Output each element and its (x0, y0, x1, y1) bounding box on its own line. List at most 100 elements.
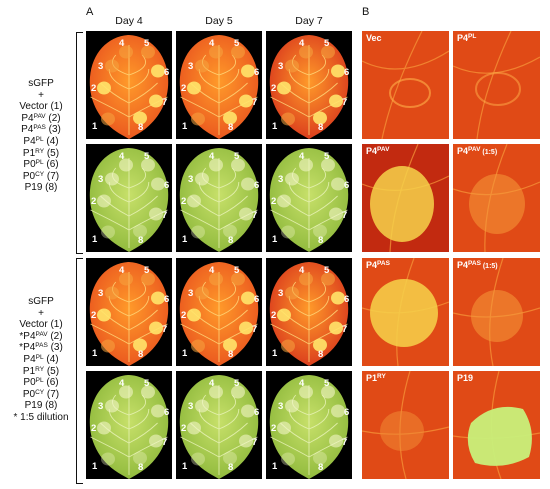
legend-bottom-text: P4 (23, 353, 36, 365)
closeup-label-suffix: (1:5) (480, 263, 498, 270)
legend-top-line: sGFP (4, 78, 78, 90)
legend-top-line: P1RY (5) (4, 148, 78, 160)
spot-number: 3 (278, 401, 283, 412)
infiltration-spot (101, 225, 115, 239)
closeup-photo: P1RY (362, 371, 449, 479)
legend-top-superscript: PAS (33, 124, 46, 132)
spot-number: 2 (181, 310, 186, 321)
closeup-photo: P19 (453, 371, 540, 479)
infiltration-spot (97, 421, 111, 435)
closeup-label: P1RY (366, 373, 386, 383)
legend-bottom-text: * 1:5 dilution (13, 411, 69, 423)
spot-number: 3 (188, 401, 193, 412)
infiltration-spot (331, 404, 345, 418)
legend-bottom-superscript: PL (35, 353, 44, 361)
tissue-veins (362, 31, 449, 139)
spot-number: 4 (209, 38, 215, 49)
spot-number: 8 (228, 122, 233, 133)
infiltration-spot (241, 291, 255, 305)
spot-number: 8 (228, 349, 233, 360)
legend-top-suffix: (3) (45, 124, 61, 136)
spot-number: 1 (182, 234, 188, 245)
spot-number: 4 (209, 151, 215, 162)
spot-number: 2 (91, 423, 96, 434)
infiltration-spot (151, 177, 165, 191)
spot-number: 3 (188, 61, 193, 72)
spot-number: 5 (234, 378, 240, 389)
spot-number: 7 (252, 210, 257, 221)
spot-number: 6 (164, 407, 169, 418)
infiltration-spot (105, 399, 119, 413)
infiltration-spot (285, 59, 299, 73)
closeup-label-text: P4 (366, 146, 378, 156)
closeup-label: Vec (366, 33, 382, 43)
fluorescent-patch (370, 279, 438, 347)
infiltration-spot (281, 452, 295, 466)
closeup-label-superscript: PAS (468, 260, 481, 267)
legend-bottom-text: *P4 (19, 342, 36, 354)
infiltration-spot (239, 207, 253, 221)
fluorescent-patch (471, 290, 523, 342)
infiltration-spot (187, 194, 201, 208)
legend-top: sGFP + Vector (1) P4PAV (2) P4PAS (3) P4PL (4… (4, 78, 78, 194)
legend-top-text: Vector (1) (19, 101, 63, 113)
spot-number: 7 (252, 97, 257, 108)
spot-number: 5 (234, 151, 240, 162)
spot-number: 6 (164, 294, 169, 305)
closeup-label-text: Vec (366, 33, 382, 43)
infiltration-spot (231, 158, 245, 172)
infiltration-spot (313, 224, 327, 238)
infiltration-spot (149, 207, 163, 221)
spot-number: 6 (344, 67, 349, 78)
closeup-label-text: P4 (457, 33, 469, 43)
infiltration-spot (277, 194, 291, 208)
spot-number: 1 (272, 348, 278, 359)
spot-number: 4 (299, 38, 305, 49)
legend-top-superscript: PL (35, 135, 44, 143)
infiltration-spot (97, 308, 111, 322)
infiltration-spot (239, 321, 253, 335)
legend-bottom-superscript: PAS (35, 342, 48, 350)
legend-top-text: P4 (23, 135, 36, 147)
spot-number: 7 (252, 324, 257, 335)
infiltration-spot (299, 158, 313, 172)
infiltration-spot (241, 177, 255, 191)
closeup-label-text: P4 (366, 260, 378, 270)
infiltration-spot (239, 94, 253, 108)
legend-bottom-superscript: RY (35, 365, 45, 373)
spot-number: 8 (318, 462, 323, 473)
spot-number: 4 (119, 151, 125, 162)
day-7-header: Day 7 (295, 15, 323, 27)
spot-number: 4 (299, 378, 305, 389)
closeup-label: P4PAV (366, 146, 389, 156)
spot-number: 4 (299, 265, 305, 276)
infiltration-spot (285, 172, 299, 186)
infiltration-spot (285, 286, 299, 300)
spot-number: 4 (209, 265, 215, 276)
infiltration-spot (331, 64, 345, 78)
legend-top-suffix: (6) (43, 159, 59, 171)
spot-number: 2 (181, 196, 186, 207)
legend-top-line: P4PAS (3) (4, 124, 78, 136)
spot-number: 7 (342, 437, 347, 448)
infiltration-spot (187, 308, 201, 322)
legend-top-superscript: PL (35, 159, 44, 167)
infiltration-spot (223, 338, 237, 352)
spot-number: 8 (318, 122, 323, 133)
infiltration-spot (329, 94, 343, 108)
infiltration-spot (133, 224, 147, 238)
legend-top-text: P0 (22, 170, 36, 182)
legend-bottom-text: P1 (22, 365, 36, 377)
legend-top-text: P1 (22, 147, 36, 159)
closeup-label: P4PL (457, 33, 476, 43)
fluorescent-patch (389, 78, 431, 108)
infiltration-spot (321, 45, 335, 59)
infiltration-spot (97, 81, 111, 95)
legend-top-line: P4PL (4) (4, 136, 78, 148)
spot-number: 5 (324, 38, 330, 49)
bracket-top (76, 32, 83, 254)
